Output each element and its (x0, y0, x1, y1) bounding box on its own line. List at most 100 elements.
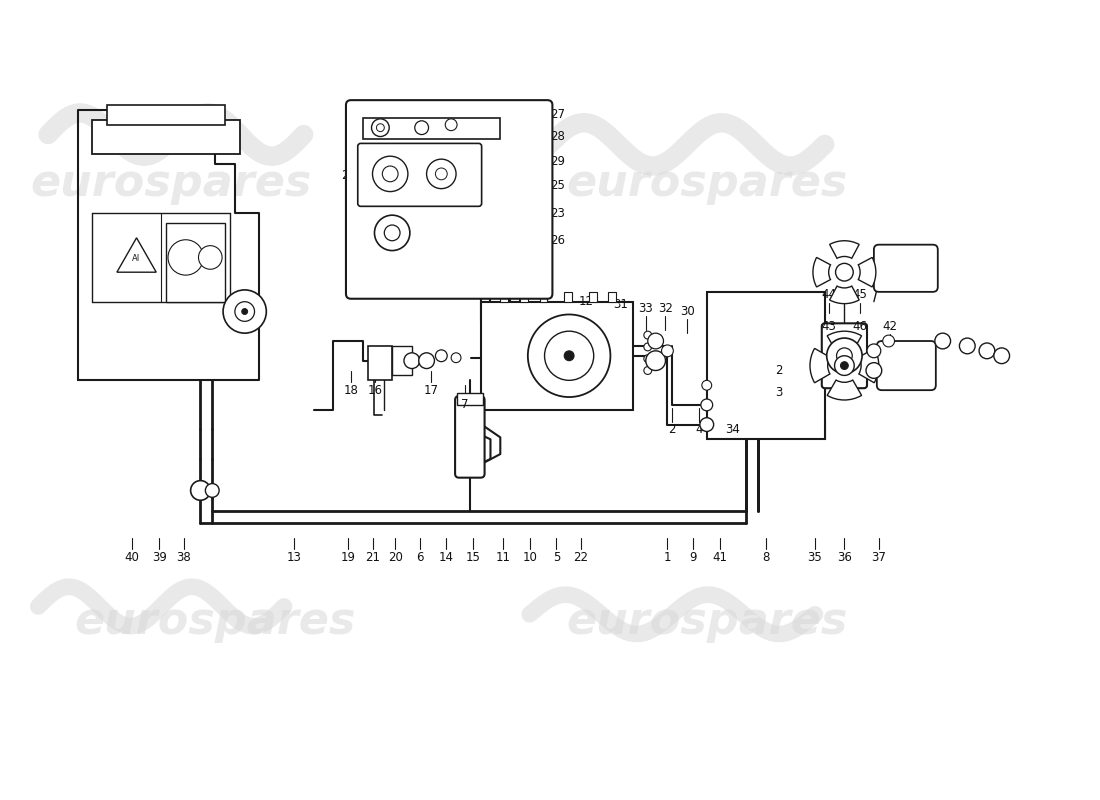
Circle shape (644, 343, 651, 351)
Text: 19: 19 (340, 550, 355, 564)
Text: 11: 11 (496, 550, 510, 564)
Circle shape (384, 225, 400, 241)
Bar (707, 292, 825, 439)
Text: 25: 25 (550, 179, 564, 192)
Circle shape (206, 483, 219, 498)
Circle shape (404, 353, 420, 369)
Text: 2: 2 (774, 364, 782, 377)
FancyBboxPatch shape (873, 245, 938, 292)
Circle shape (564, 351, 574, 361)
Wedge shape (827, 380, 861, 400)
Text: 12: 12 (579, 295, 593, 308)
Text: 37: 37 (871, 550, 887, 564)
Text: 16: 16 (368, 384, 383, 397)
Circle shape (702, 380, 712, 390)
Circle shape (701, 399, 713, 411)
Text: 18: 18 (343, 384, 359, 397)
Circle shape (866, 362, 882, 378)
Bar (367, 346, 393, 380)
Text: 39: 39 (152, 550, 166, 564)
Wedge shape (829, 241, 859, 258)
Circle shape (882, 335, 894, 347)
Circle shape (427, 159, 456, 189)
Circle shape (168, 240, 204, 275)
Text: 33: 33 (638, 302, 653, 315)
Circle shape (374, 215, 410, 250)
Bar (520, 292, 528, 302)
Text: 26: 26 (550, 234, 564, 247)
Circle shape (836, 263, 854, 281)
FancyBboxPatch shape (346, 100, 552, 298)
Circle shape (867, 344, 881, 358)
Text: 38: 38 (176, 550, 191, 564)
Circle shape (446, 119, 458, 130)
Bar (608, 292, 616, 302)
Text: 32: 32 (658, 302, 673, 315)
Text: eurospares: eurospares (566, 162, 847, 206)
Bar (393, 346, 411, 375)
Circle shape (242, 309, 248, 314)
Text: 28: 28 (550, 130, 564, 143)
Circle shape (544, 331, 594, 380)
Circle shape (451, 353, 461, 362)
Circle shape (993, 348, 1010, 364)
Circle shape (383, 166, 398, 182)
Bar (564, 292, 572, 302)
Text: 31: 31 (613, 298, 628, 311)
Text: 21: 21 (365, 550, 380, 564)
Circle shape (528, 314, 611, 397)
Text: 4: 4 (695, 423, 703, 436)
Wedge shape (858, 258, 876, 287)
Circle shape (376, 124, 384, 132)
Text: 45: 45 (852, 288, 868, 302)
Circle shape (979, 343, 994, 358)
Text: 17: 17 (424, 384, 439, 397)
Text: 29: 29 (550, 154, 564, 168)
Text: eurospares: eurospares (31, 162, 311, 206)
Text: 3: 3 (774, 386, 782, 398)
FancyBboxPatch shape (822, 323, 867, 388)
Text: 40: 40 (124, 550, 139, 564)
Text: 42: 42 (882, 320, 898, 333)
Circle shape (198, 246, 222, 270)
Circle shape (235, 302, 254, 322)
Text: 22: 22 (573, 550, 588, 564)
Circle shape (661, 345, 673, 357)
Text: 13: 13 (286, 550, 301, 564)
Text: 1: 1 (663, 550, 671, 564)
Text: 15: 15 (465, 550, 481, 564)
Circle shape (644, 354, 651, 362)
Wedge shape (813, 258, 830, 287)
Text: 8: 8 (762, 550, 769, 564)
Text: 2: 2 (669, 423, 676, 436)
Text: eurospares: eurospares (75, 600, 356, 642)
Text: 43: 43 (822, 320, 836, 333)
Text: 35: 35 (807, 550, 823, 564)
Wedge shape (810, 348, 829, 382)
Bar (588, 292, 596, 302)
Text: 34: 34 (725, 423, 740, 436)
Circle shape (223, 290, 266, 333)
Bar (458, 393, 483, 405)
Circle shape (372, 119, 389, 137)
FancyBboxPatch shape (455, 396, 485, 478)
Text: 9: 9 (690, 550, 696, 564)
Circle shape (836, 348, 852, 364)
Text: 14: 14 (439, 550, 453, 564)
Circle shape (419, 353, 435, 369)
Bar (540, 292, 548, 302)
Bar (92, 120, 240, 154)
Bar (166, 223, 226, 302)
Bar (481, 302, 632, 410)
Bar (500, 292, 508, 302)
Circle shape (648, 333, 663, 349)
Circle shape (373, 156, 408, 191)
Circle shape (840, 362, 848, 370)
Text: eurospares: eurospares (566, 600, 847, 642)
Wedge shape (829, 286, 859, 304)
Text: 7: 7 (461, 398, 469, 411)
Text: 10: 10 (522, 550, 537, 564)
Circle shape (436, 168, 448, 180)
Text: 27: 27 (550, 109, 564, 122)
Text: 23: 23 (550, 206, 564, 220)
